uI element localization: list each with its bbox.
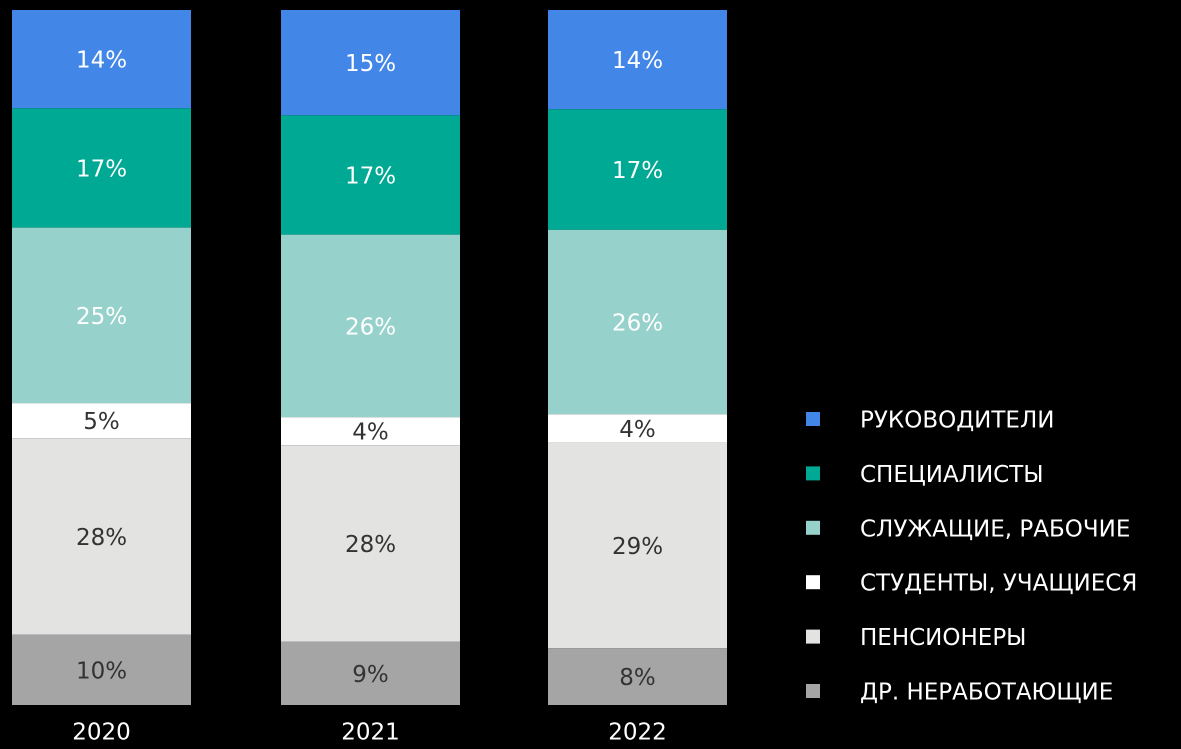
bar-segment [281,10,460,116]
legend-label: ПЕНСИОНЕРЫ [860,625,1026,651]
value-label: 28% [76,525,127,551]
bar-segment [281,417,460,446]
value-label: 14% [612,48,663,74]
bar-segment [548,648,727,705]
bar-segment [548,229,727,415]
legend-label: СТУДЕНТЫ, УЧАЩИЕСЯ [860,571,1137,597]
bar-segment [281,234,460,418]
value-label: 10% [76,658,127,684]
value-label: 29% [612,534,663,560]
value-label: 17% [612,158,663,184]
value-label: 26% [345,314,396,340]
value-label: 4% [619,417,656,443]
bar-segment [12,108,191,228]
bar-segment [281,445,460,642]
legend-swatch [806,684,820,698]
bar-segment [12,227,191,404]
value-label: 17% [76,156,127,182]
legend-swatch [806,575,820,590]
value-label: 8% [619,665,656,691]
value-label: 28% [345,532,396,558]
x-tick-label: 2021 [341,720,400,746]
value-label: 9% [352,662,389,688]
value-label: 4% [352,420,389,446]
bar-segment [548,10,727,110]
legend-label: СПЕЦИАЛИСТЫ [860,462,1044,488]
value-label: 17% [345,163,396,189]
legend-label: РУКОВОДИТЕЛИ [860,408,1054,434]
legend-swatch [806,520,820,535]
bar-segment [548,109,727,230]
bar-segment [281,115,460,235]
legend-swatch [806,412,820,426]
value-label: 5% [83,409,120,435]
bar-segment [281,641,460,705]
value-label: 26% [612,311,663,337]
value-label: 14% [76,48,127,74]
bar-segment [12,403,191,439]
value-label: 25% [76,304,127,330]
legend-swatch [806,466,820,481]
bar-segment [12,438,191,635]
value-label: 15% [345,51,396,77]
legend-label: ДР. НЕРАБОТАЮЩИЕ [860,680,1113,706]
x-tick-label: 2020 [72,720,131,746]
legend-label: СЛУЖАЩИЕ, РАБОЧИЕ [860,516,1130,542]
bar-segment [12,634,191,705]
x-tick-label: 2022 [608,720,667,746]
bar-segment [548,414,727,443]
bar-segment [12,10,191,109]
bar-segment [548,442,727,649]
legend-swatch [806,629,820,644]
